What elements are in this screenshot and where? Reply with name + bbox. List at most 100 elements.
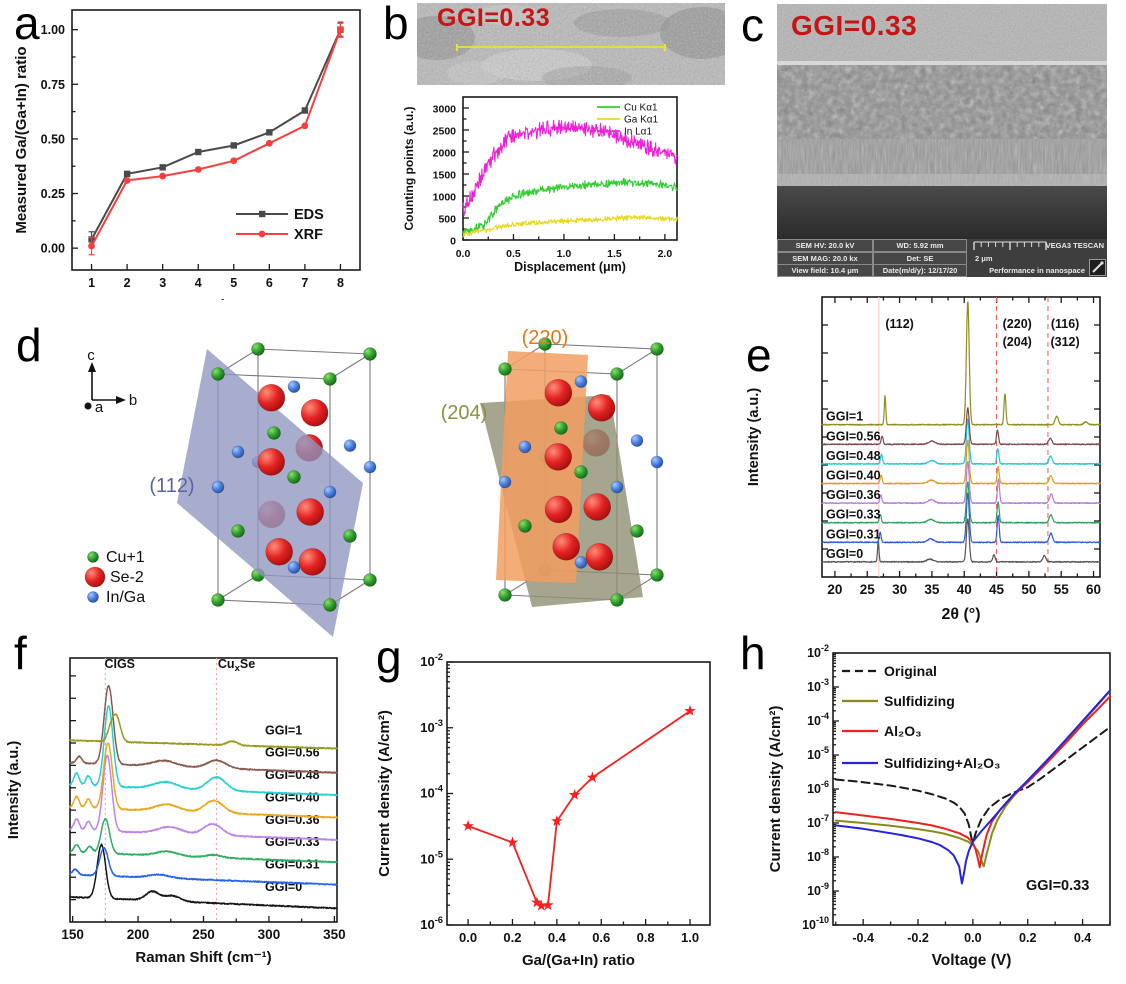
svg-text:0.8: 0.8: [637, 930, 655, 945]
svg-text:(112): (112): [149, 475, 194, 497]
svg-text:10-5: 10-5: [420, 849, 443, 866]
svg-text:1500: 1500: [433, 170, 457, 182]
svg-text:0: 0: [450, 236, 456, 248]
svg-text:CuxSe: CuxSe: [218, 657, 255, 674]
svg-text:10-8: 10-8: [807, 847, 829, 864]
svg-text:6: 6: [266, 276, 273, 290]
panel-b-sem-image: GGI=0.33: [417, 3, 725, 85]
panel-e-chart: 20 25 30 35 40 45 50 55 60 2θ (°) Intensity (a.u.)…: [746, 296, 1101, 623]
svg-text:0.2: 0.2: [503, 930, 521, 945]
svg-text:GGI=0.31: GGI=0.31: [826, 527, 881, 541]
svg-text:4: 4: [195, 276, 202, 290]
svg-text:0.4: 0.4: [548, 930, 567, 945]
info-scale-label: 2 μm: [975, 253, 993, 263]
svg-text:Cu+1: Cu+1: [106, 549, 145, 566]
svg-text:500: 500: [438, 214, 456, 226]
svg-text:7: 7: [301, 276, 308, 290]
line-scan-marker: [456, 44, 666, 51]
svg-text:Al₂O₃: Al₂O₃: [884, 723, 922, 739]
panel-b-sem-texture: [417, 3, 725, 85]
svg-text:10-7: 10-7: [807, 813, 829, 830]
panel-b-ggi-label: GGI=0.33: [437, 4, 551, 32]
panel-d-structure: (112) (220) (204) c b a Cu+1 Se-2 In/Ga: [84, 327, 664, 637]
svg-text:(220): (220): [1003, 317, 1032, 331]
svg-text:5: 5: [230, 276, 237, 290]
panel-d-label: d: [16, 319, 42, 371]
svg-text:300: 300: [258, 927, 281, 942]
svg-text:0.0: 0.0: [964, 931, 981, 945]
svg-text:10-3: 10-3: [420, 718, 443, 735]
panel-c-label: c: [741, 0, 764, 51]
svg-text:XRF: XRF: [294, 227, 323, 243]
svg-text:10-6: 10-6: [807, 779, 829, 796]
svg-text:45: 45: [989, 582, 1005, 597]
svg-text:0.0: 0.0: [459, 930, 477, 945]
svg-text:GGI=0: GGI=0: [826, 547, 863, 561]
info-tagline: Performance in nanospace: [989, 266, 1085, 275]
svg-text:Voltage (V): Voltage (V): [932, 952, 1012, 969]
svg-text:1.00: 1.00: [41, 23, 65, 37]
svg-text:2.0: 2.0: [658, 248, 673, 260]
svg-text:0.00: 0.00: [41, 242, 65, 256]
svg-text:10-4: 10-4: [807, 711, 829, 728]
svg-text:2000: 2000: [433, 148, 457, 160]
svg-text:25: 25: [860, 582, 876, 597]
tescan-logo-icon: [1089, 259, 1106, 276]
panel-a-chart: 1 2 3 4 5 6 7 8 0.00 0.25 0.50 0.75 1.00 Sample ID Mea…: [13, 9, 361, 300]
svg-text:150: 150: [61, 927, 84, 942]
svg-text:GGI=0.56: GGI=0.56: [265, 746, 320, 760]
svg-text:(116): (116): [1051, 317, 1080, 331]
svg-text:10-3: 10-3: [807, 677, 829, 694]
svg-text:3000: 3000: [433, 104, 457, 116]
svg-text:In/Ga: In/Ga: [106, 589, 145, 606]
panel-c-sem-image: GGI=0.33 SEM HV: 20.0 kV WD: 5.92 mm SEM…: [777, 4, 1107, 277]
info-date: Date(m/d/y): 12/17/20: [873, 264, 967, 277]
svg-text:0.6: 0.6: [592, 930, 610, 945]
svg-text:10-2: 10-2: [420, 652, 443, 669]
svg-text:GGI=1: GGI=1: [826, 410, 863, 424]
svg-text:Sulfidizing+Al₂O₃: Sulfidizing+Al₂O₃: [884, 755, 1001, 771]
svg-text:GGI=0.48: GGI=0.48: [826, 449, 881, 463]
svg-text:250: 250: [192, 927, 215, 942]
svg-text:b: b: [129, 392, 137, 409]
svg-text:55: 55: [1054, 582, 1070, 597]
panel-f-label: f: [14, 627, 27, 679]
panel-a-label: a: [14, 0, 40, 49]
svg-text:1000: 1000: [433, 192, 457, 204]
svg-text:GGI=0.33: GGI=0.33: [1026, 878, 1089, 894]
svg-text:Raman Shift (cm⁻¹): Raman Shift (cm⁻¹): [135, 949, 271, 966]
svg-text:10-2: 10-2: [807, 643, 829, 660]
svg-text:GGI=1: GGI=1: [265, 723, 302, 737]
svg-text:8: 8: [337, 276, 344, 290]
svg-text:30: 30: [892, 582, 907, 597]
info-wd: WD: 5.92 mm: [873, 239, 967, 252]
svg-text:a: a: [95, 399, 104, 416]
svg-text:1.0: 1.0: [557, 248, 572, 260]
svg-text:GGI=0.36: GGI=0.36: [826, 488, 881, 502]
info-vendor: VEGA3 TESCAN: [1045, 241, 1104, 250]
svg-text:Current density (A/cm²): Current density (A/cm²): [767, 706, 784, 873]
svg-text:10-5: 10-5: [807, 745, 829, 762]
info-det: Det: SE: [873, 251, 967, 265]
svg-text:40: 40: [957, 582, 972, 597]
svg-text:20: 20: [827, 582, 842, 597]
svg-text:10-6: 10-6: [420, 915, 443, 932]
svg-text:Measured Ga/(Ga+In) ratio: Measured Ga/(Ga+In) ratio: [13, 46, 30, 233]
scale-bar-ruler: [973, 241, 1047, 250]
panel-h-chart: -0.4 -0.2 0.0 0.2 0.4 10-10 10-9 10-8 10-7 10-6 10…: [767, 643, 1111, 969]
svg-text:Sample ID: Sample ID: [180, 297, 253, 300]
svg-text:-0.4: -0.4: [852, 931, 874, 945]
svg-text:GGI=0.40: GGI=0.40: [826, 468, 881, 482]
svg-text:1.0: 1.0: [681, 930, 699, 945]
panel-g-label: g: [376, 631, 402, 683]
svg-text:CIGS: CIGS: [104, 657, 135, 671]
svg-text:1: 1: [88, 276, 95, 290]
svg-text:3: 3: [159, 276, 166, 290]
svg-text:Ga/(Ga+In) ratio: Ga/(Ga+In) ratio: [522, 952, 635, 969]
svg-text:50: 50: [1021, 582, 1036, 597]
svg-text:(204): (204): [441, 402, 488, 424]
panel-b-label: b: [383, 0, 409, 49]
svg-text:200: 200: [127, 927, 150, 942]
svg-text:60: 60: [1086, 582, 1101, 597]
svg-text:Original: Original: [884, 663, 937, 679]
